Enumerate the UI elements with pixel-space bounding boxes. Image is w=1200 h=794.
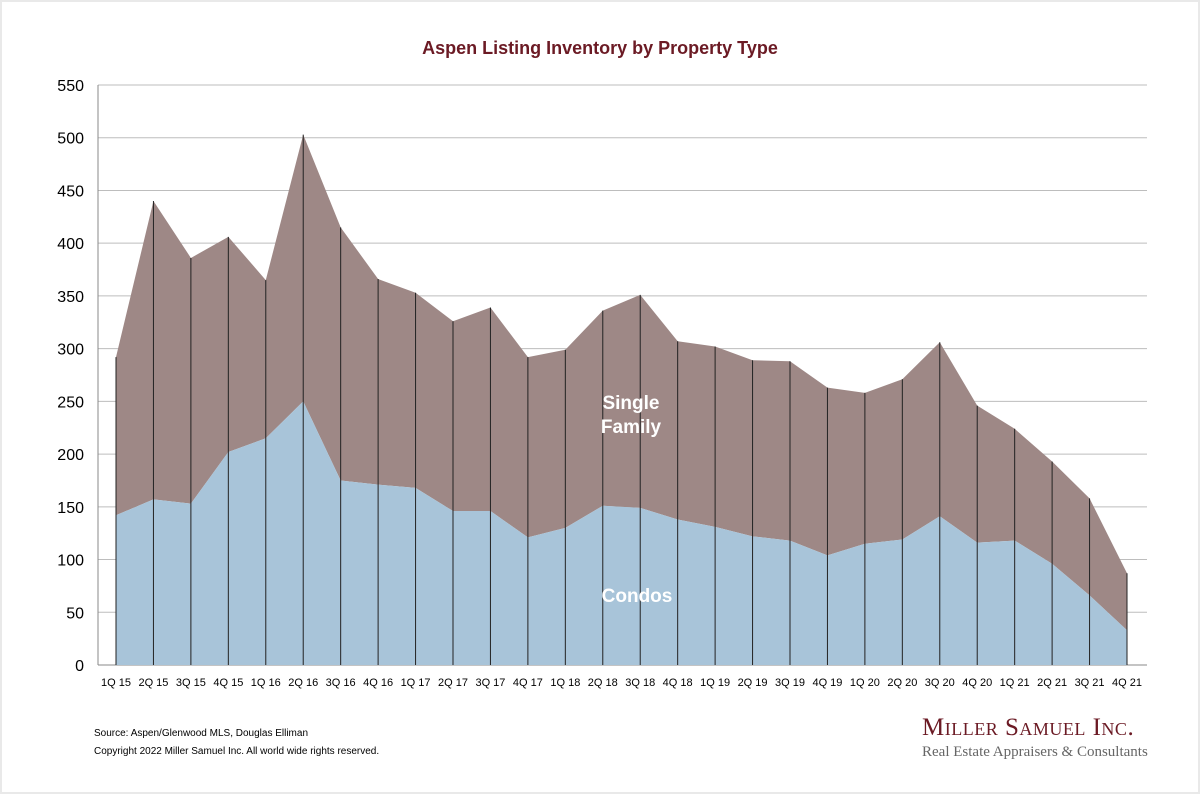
x-tick-label: 2Q 17 bbox=[438, 677, 468, 689]
copyright-note: Copyright 2022 Miller Samuel Inc. All wo… bbox=[94, 746, 380, 757]
y-tick-label: 100 bbox=[57, 553, 84, 570]
x-tick-label: 4Q 17 bbox=[513, 677, 543, 689]
source-note: Source: Aspen/Glenwood MLS, Douglas Elli… bbox=[94, 728, 309, 739]
x-tick-label: 2Q 18 bbox=[588, 677, 618, 689]
y-tick-label: 550 bbox=[57, 78, 84, 95]
logo-tagline: Real Estate Appraisers & Consultants bbox=[922, 744, 1148, 760]
x-tick-label: 4Q 18 bbox=[663, 677, 693, 689]
condos-area bbox=[116, 401, 1127, 665]
x-tick-label: 2Q 15 bbox=[138, 677, 168, 689]
x-tick-label: 3Q 21 bbox=[1075, 677, 1105, 689]
y-tick-label: 200 bbox=[57, 447, 84, 464]
x-tick-label: 3Q 19 bbox=[775, 677, 805, 689]
x-tick-label: 3Q 18 bbox=[625, 677, 655, 689]
x-tick-label: 1Q 20 bbox=[850, 677, 880, 689]
area-chart: 0 50 100 150 200 250 300 350 400 450 500 550 1Q 15 2Q… bbox=[57, 78, 1147, 689]
y-tick-label: 50 bbox=[66, 605, 84, 622]
x-tick-label: 1Q 18 bbox=[550, 677, 580, 689]
y-tick-label: 300 bbox=[57, 342, 84, 359]
x-tick-label: 3Q 15 bbox=[176, 677, 206, 689]
x-tick-label: 4Q 20 bbox=[962, 677, 992, 689]
logo-name: Miller Samuel Inc. bbox=[922, 714, 1135, 741]
x-tick-label: 3Q 17 bbox=[475, 677, 505, 689]
y-tick-label: 250 bbox=[57, 394, 84, 411]
x-tick-label: 2Q 16 bbox=[288, 677, 318, 689]
x-tick-label: 1Q 16 bbox=[251, 677, 281, 689]
x-tick-label: 1Q 21 bbox=[1000, 677, 1030, 689]
x-tick-label: 1Q 19 bbox=[700, 677, 730, 689]
y-tick-label: 450 bbox=[57, 183, 84, 200]
x-tick-label: 1Q 15 bbox=[101, 677, 131, 689]
y-tick-label: 500 bbox=[57, 131, 84, 148]
x-tick-label: 3Q 16 bbox=[326, 677, 356, 689]
x-tick-label: 1Q 17 bbox=[401, 677, 431, 689]
company-logo: Miller Samuel Inc. Real Estate Appraiser… bbox=[922, 714, 1182, 761]
x-tick-label: 4Q 19 bbox=[812, 677, 842, 689]
y-tick-label: 400 bbox=[57, 236, 84, 253]
y-tick-label: 350 bbox=[57, 289, 84, 306]
chart-title: Aspen Listing Inventory by Property Type bbox=[422, 38, 778, 58]
single-family-label: Single Family bbox=[601, 393, 662, 438]
x-tick-label: 2Q 19 bbox=[738, 677, 768, 689]
condos-label: Condos bbox=[602, 586, 673, 607]
single-family-area bbox=[116, 134, 1127, 631]
x-tick-label: 4Q 16 bbox=[363, 677, 393, 689]
x-tick-label: 4Q 15 bbox=[213, 677, 243, 689]
x-tick-label: 4Q 21 bbox=[1112, 677, 1142, 689]
y-tick-label: 0 bbox=[75, 658, 84, 675]
x-tick-label: 2Q 21 bbox=[1037, 677, 1067, 689]
y-tick-label: 150 bbox=[57, 500, 84, 517]
x-tick-label: 2Q 20 bbox=[887, 677, 917, 689]
x-tick-label: 3Q 20 bbox=[925, 677, 955, 689]
